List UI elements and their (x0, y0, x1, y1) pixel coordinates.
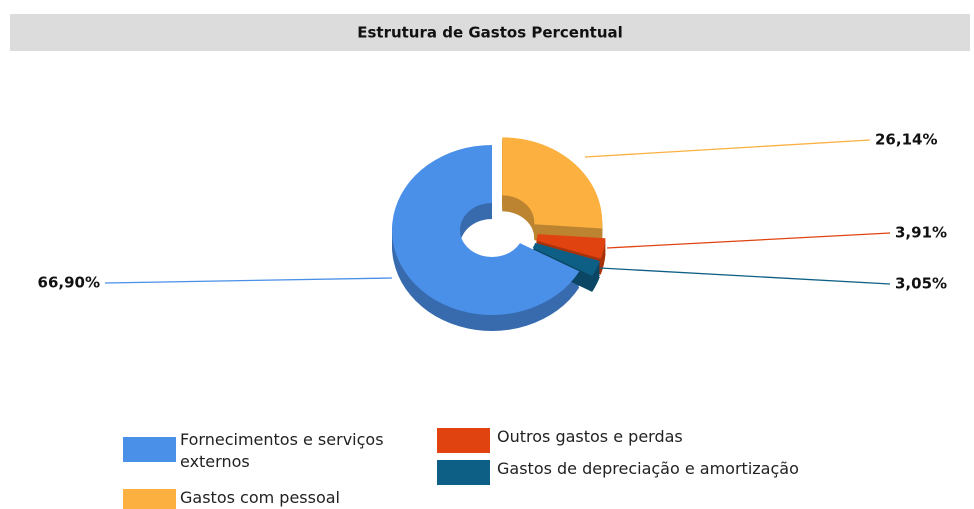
legend-swatch (123, 437, 176, 462)
slice (532, 242, 600, 276)
data-label: 3,05% (895, 275, 947, 293)
data-label: 3,91% (895, 224, 947, 242)
legend-swatch (437, 460, 490, 485)
slice (391, 145, 580, 316)
legend-swatch (123, 489, 176, 509)
legend-swatch (437, 428, 490, 453)
data-label: 26,14% (875, 131, 937, 149)
leader-line (599, 267, 891, 285)
slice (536, 234, 606, 259)
data-label: 66,90% (38, 274, 100, 292)
chart-title: Estrutura de Gastos Percentual (357, 24, 623, 42)
legend-label: Gastos com pessoal (180, 488, 340, 507)
leader-line (104, 277, 393, 284)
title-bar (10, 14, 970, 51)
leader-line (584, 139, 871, 158)
legend-label: Gastos de depreciação e amortização (497, 459, 799, 478)
legend-label: Fornecimentos e serviços externos (180, 430, 384, 471)
leader-line (606, 232, 891, 249)
legend-label: Outros gastos e perdas (497, 427, 683, 446)
slice (502, 137, 603, 229)
